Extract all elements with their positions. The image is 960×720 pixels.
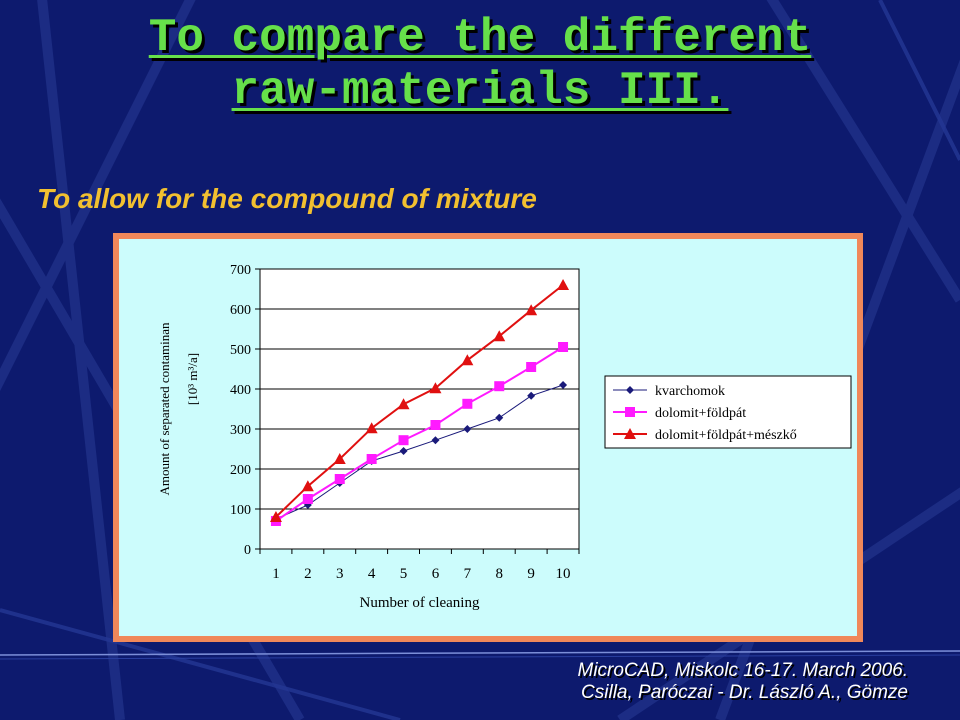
legend-marker xyxy=(624,428,636,439)
x-tick-label: 6 xyxy=(432,566,440,582)
data-point-2 xyxy=(526,362,537,372)
x-tick-label: 8 xyxy=(496,566,504,582)
title-line-1: To compare the different xyxy=(148,12,812,64)
data-point-2 xyxy=(334,474,345,484)
data-point-2 xyxy=(494,381,505,392)
data-point-2 xyxy=(366,454,377,464)
data-point-3 xyxy=(333,453,346,464)
y-tick-label: 100 xyxy=(230,503,251,518)
data-point-1 xyxy=(559,381,568,389)
data-point-3 xyxy=(461,354,474,366)
data-point-3 xyxy=(493,330,506,342)
y-axis-title: Amount of separated contaminan xyxy=(157,322,172,495)
x-tick-label: 5 xyxy=(400,566,408,582)
legend-label: dolomit+földpát xyxy=(655,406,746,421)
x-axis-title: Number of cleaning xyxy=(360,595,480,611)
data-point-1 xyxy=(399,447,408,455)
footer-line-2: Csilla, Paróczai - Dr. László A., Gömze xyxy=(581,682,908,703)
data-point-1 xyxy=(527,391,536,400)
y-tick-label: 600 xyxy=(230,303,251,318)
x-tick-label: 4 xyxy=(368,566,376,582)
x-tick-label: 1 xyxy=(272,566,280,582)
footer-divider xyxy=(0,650,960,660)
slide-title: To compare the different raw-materials I… xyxy=(0,12,960,118)
data-point-1 xyxy=(495,413,504,422)
data-point-1 xyxy=(431,436,440,445)
legend-marker xyxy=(625,407,635,417)
data-point-2 xyxy=(302,494,313,504)
y-tick-label: 700 xyxy=(230,263,251,278)
y-tick-label: 0 xyxy=(244,543,251,558)
x-tick-label: 7 xyxy=(464,566,472,582)
chart-frame: 0 100 200 300 400 500 600 700 1 2 3 4 5 6 7 8 9 10 Number … xyxy=(113,233,863,642)
line-chart: 0 100 200 300 400 500 600 700 1 2 3 4 5 6 7 8 9 10 Number … xyxy=(157,263,852,611)
data-point-3 xyxy=(269,511,282,522)
data-point-2 xyxy=(398,435,409,446)
series-line-1 xyxy=(275,384,564,520)
slide-footer: MicroCAD, Miskolc 16-17. March 2006. Csi… xyxy=(578,660,909,704)
title-line-2: raw-materials III. xyxy=(231,65,729,117)
x-tick-label: 2 xyxy=(304,566,312,582)
legend-label: dolomit+földpát+mészkő xyxy=(655,428,797,443)
slide-subtitle: To allow for the compound of mixture xyxy=(37,183,537,214)
y-tick-label: 200 xyxy=(230,463,251,478)
data-point-3 xyxy=(301,480,314,492)
data-point-3 xyxy=(429,382,442,394)
y-tick-label: 400 xyxy=(230,383,251,398)
x-tick-label: 9 xyxy=(527,566,535,582)
data-point-2 xyxy=(462,398,473,409)
data-point-3 xyxy=(557,279,570,290)
x-tick-label: 3 xyxy=(336,566,344,582)
x-tick-label: 10 xyxy=(556,566,571,582)
data-point-1 xyxy=(463,425,472,433)
data-point-3 xyxy=(397,398,410,410)
data-point-3 xyxy=(525,304,538,316)
y-axis-unit: [10³ m³/a] xyxy=(185,353,200,405)
y-tick-label: 500 xyxy=(230,343,251,358)
y-tick-label: 300 xyxy=(230,423,251,438)
series-line-2 xyxy=(275,346,564,522)
data-point-3 xyxy=(365,422,378,434)
data-point-2 xyxy=(430,420,441,430)
footer-line-1: MicroCAD, Miskolc 16-17. March 2006. xyxy=(577,660,909,681)
series-line-3 xyxy=(275,284,564,518)
legend-marker xyxy=(626,386,634,394)
legend-label: kvarchomok xyxy=(655,384,725,399)
data-point-2 xyxy=(558,342,569,352)
